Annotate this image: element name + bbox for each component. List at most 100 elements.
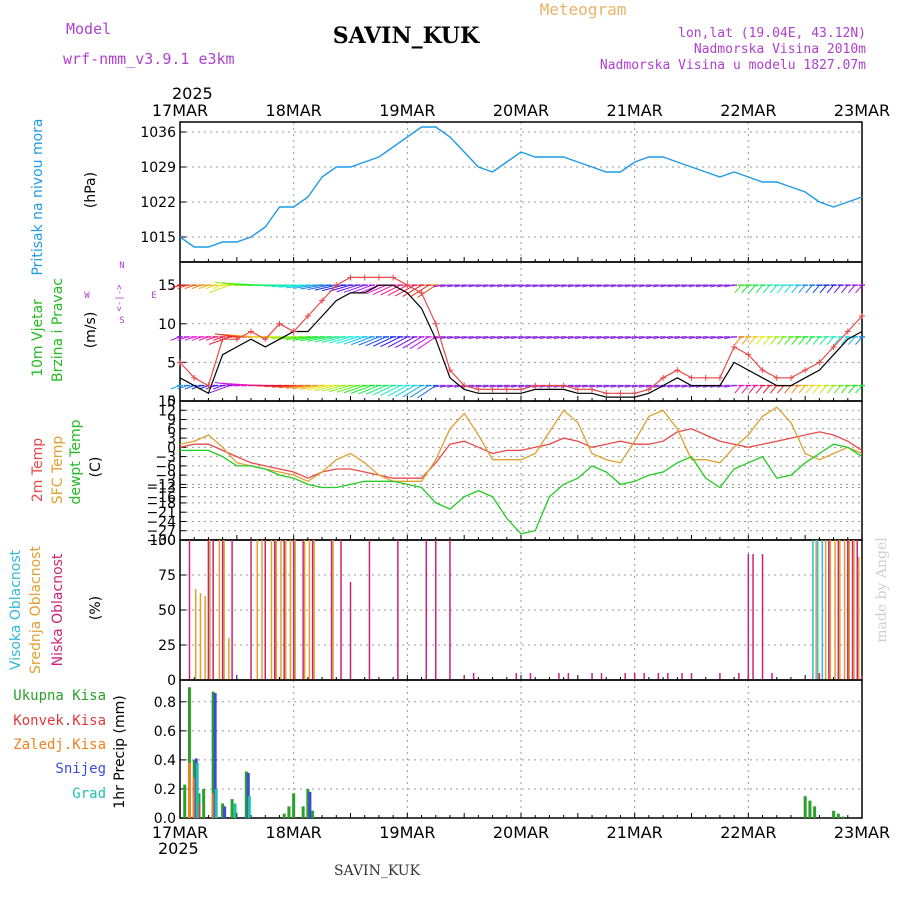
precip-graupel-title: Grad	[72, 786, 106, 802]
precip-snow-bar	[308, 791, 312, 818]
wind-barb	[812, 336, 820, 345]
wind-barb	[321, 284, 344, 292]
wind-gust-marker	[844, 328, 851, 335]
precip-total-bar	[244, 771, 248, 818]
wind-barb	[387, 284, 408, 296]
wind-barb	[336, 336, 358, 344]
cloud-unit: (%)	[88, 596, 104, 620]
wind-barb	[805, 284, 813, 294]
precip-total-bar	[187, 687, 191, 818]
model-elevation-label: Nadmorska Visina u modelu 1827.07m	[600, 58, 866, 73]
wind-barb	[380, 336, 401, 348]
wind-barb	[214, 281, 237, 286]
y-tick-label: 1022	[140, 195, 176, 211]
precip-frozen-bar	[187, 762, 191, 818]
wind-barb	[748, 385, 756, 394]
wind-gust-marker	[503, 386, 510, 393]
wind-barb	[395, 336, 415, 349]
wind-barb	[840, 385, 849, 394]
wind-barb	[848, 336, 856, 345]
wind-gust-marker	[489, 386, 496, 393]
date-label-bottom: 19MAR	[379, 823, 435, 842]
wind-gust-marker	[347, 274, 354, 281]
wind-gust-marker	[603, 390, 610, 397]
date-label-top: 17MAR	[152, 101, 208, 120]
y-tick-label: −12	[146, 477, 176, 493]
wind-gust-marker	[205, 382, 212, 389]
y-tick-label: −3	[155, 450, 176, 466]
panel-frame	[179, 679, 863, 819]
precip-panel: 0.0 0.2 0.4 0.6 0.8	[154, 679, 863, 827]
date-label-bottom: 22MAR	[720, 823, 776, 842]
precip-total-title: Ukupna Kisa	[13, 688, 106, 704]
wind-barb	[791, 336, 799, 345]
wind-gust-marker	[702, 374, 709, 381]
y-tick-label: −16	[146, 490, 176, 506]
wind-gust-marker	[375, 274, 382, 281]
wind-barb	[798, 385, 806, 394]
mid-cloud-title: Srednja Oblacnost	[28, 546, 44, 674]
wind-barb	[307, 336, 330, 342]
wind-gust-marker	[333, 282, 340, 289]
elevation-label: Nadmorska Visina 2010m	[694, 42, 866, 57]
panel-frame	[179, 121, 863, 263]
y-tick-label: −21	[146, 505, 176, 521]
wind-gust-marker	[219, 336, 226, 343]
footer-station: SAVIN_KUK	[334, 863, 421, 879]
wind-barb	[402, 385, 422, 398]
y-tick-label: 0.6	[154, 724, 176, 740]
sfc-title: SFC Temp	[50, 436, 66, 505]
wind-barb	[812, 284, 820, 294]
wind-barb	[358, 385, 380, 395]
wind-gust-marker	[759, 367, 766, 374]
wind-gust-marker	[787, 374, 794, 381]
y-tick-label: 5	[167, 355, 176, 371]
temp-unit: (C)	[88, 457, 104, 478]
wind-gust-marker	[589, 386, 596, 393]
y-tick-label: −9	[155, 468, 176, 484]
wind-gust-marker	[475, 386, 482, 393]
wind-barb	[819, 284, 827, 294]
wind-barb	[833, 284, 842, 294]
wind-barb	[791, 284, 799, 294]
wind-barb	[208, 336, 230, 345]
wind-gust-marker	[560, 382, 567, 389]
wind-gust-marker	[816, 359, 823, 366]
wind-barb	[372, 336, 394, 347]
wind-barb	[826, 385, 834, 394]
wind-barb	[840, 284, 849, 294]
wind-barb	[351, 385, 372, 394]
wind-barb	[387, 385, 408, 397]
model-name: wrf-nmm_v3.9.1 e3km	[63, 50, 235, 68]
wind-barb	[734, 336, 742, 345]
precip-total-bar	[211, 691, 215, 818]
wind-barb	[293, 284, 316, 289]
wind-barb	[336, 385, 358, 393]
y-tick-label: 9	[167, 413, 176, 429]
wind-gust-marker	[461, 382, 468, 389]
temp-sfc-line	[179, 406, 863, 483]
wind-barb	[784, 336, 792, 345]
precip-late-bar	[808, 800, 812, 818]
y-tick-label: 0.0	[154, 811, 176, 827]
wind-barb	[264, 284, 287, 287]
wind-barb	[343, 385, 365, 394]
wind-barb	[417, 284, 437, 298]
y-tick-label: 10	[158, 317, 176, 333]
y-tick-label: 75	[158, 568, 176, 584]
wind-barb	[278, 284, 301, 288]
wind-barb	[321, 336, 344, 343]
low-cloud-title: Niska Oblacnost	[50, 553, 66, 666]
wind-barb	[285, 385, 308, 389]
precip-total-bar	[306, 788, 310, 818]
wind-barb	[826, 284, 834, 294]
y-tick-label: −18	[146, 496, 176, 512]
wind-barb	[402, 336, 422, 349]
wind-barb	[395, 385, 415, 397]
y-tick-label: −24	[146, 514, 176, 530]
wind-barb	[409, 385, 429, 398]
wind-barb	[819, 336, 827, 345]
y-tick-label: 1029	[140, 160, 176, 176]
precip-total-bar	[287, 806, 291, 818]
lonlat-label: lon,lat (19.04E, 43.12N)	[678, 26, 866, 41]
